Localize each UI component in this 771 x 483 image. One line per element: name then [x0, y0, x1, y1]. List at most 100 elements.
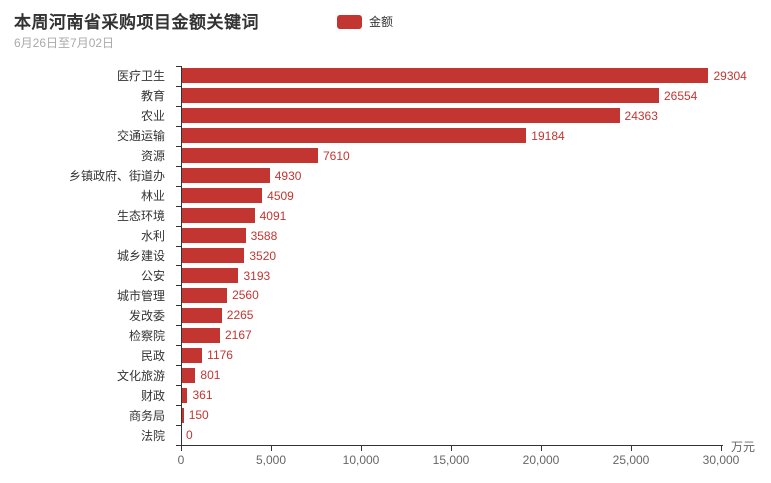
value-label: 4930 [274, 168, 302, 183]
bar-track: 0 [181, 425, 766, 445]
category-label: 水利 [140, 229, 165, 244]
bar-row: 水利 3588 [0, 226, 771, 246]
value-label: 0 [186, 428, 193, 443]
value-label: 1176 [207, 348, 233, 363]
category-label: 城市管理 [116, 288, 165, 303]
bar[interactable] [181, 268, 239, 283]
bar-track: 3588 [181, 226, 766, 246]
bar-row: 公安 3193 [0, 266, 771, 286]
bar-row: 生态环境 4091 [0, 206, 771, 226]
x-axis-tick [271, 446, 272, 451]
category-label: 城乡建设 [116, 249, 165, 264]
value-label: 801 [200, 368, 221, 383]
bar[interactable] [181, 307, 222, 323]
bar[interactable] [181, 248, 245, 264]
category-label: 商务局 [128, 408, 165, 423]
page-subtitle: 6月26日至7月02日 [14, 36, 115, 50]
value-label: 3588 [250, 228, 278, 243]
bar-row: 交通运输 19184 [0, 126, 771, 146]
bar[interactable] [181, 188, 263, 204]
bar-track: 4930 [181, 166, 766, 186]
bar-row: 检察院 2167 [0, 325, 771, 345]
category-label: 检察院 [128, 328, 165, 343]
category-label: 交通运输 [116, 129, 165, 144]
bar-row: 法院 0 [0, 425, 771, 445]
value-label: 19184 [531, 128, 565, 143]
x-axis-tick [721, 446, 722, 451]
x-tick-label: 10,000 [342, 453, 380, 467]
bar-track: 2560 [181, 285, 766, 305]
bar-track: 2265 [181, 305, 766, 325]
value-label: 2265 [226, 308, 254, 323]
value-label: 2167 [225, 328, 252, 343]
bar-row: 医疗卫生 29304 [0, 66, 771, 86]
bar-row: 文化旅游 801 [0, 365, 771, 385]
value-label: 2560 [232, 288, 259, 303]
x-tick-label: 15,000 [432, 453, 470, 467]
bar[interactable] [181, 128, 527, 144]
x-axis-line [181, 445, 723, 446]
value-label: 29304 [713, 68, 747, 83]
x-axis-tick [181, 446, 182, 451]
bar-track: 1176 [181, 345, 766, 365]
bar[interactable] [181, 168, 270, 184]
bar[interactable] [181, 407, 184, 423]
bar[interactable] [181, 287, 228, 303]
bar-track: 26554 [181, 86, 766, 106]
bar-row: 教育 26554 [0, 86, 771, 106]
x-axis-tick [631, 446, 632, 451]
category-label: 乡镇政府、街道办 [68, 169, 165, 184]
category-label: 法院 [140, 428, 165, 443]
bar[interactable] [181, 228, 246, 244]
x-tick-label: 25,000 [612, 453, 650, 467]
value-label: 3193 [243, 268, 271, 283]
x-tick-label: 30,000 [702, 453, 740, 467]
page-title: 本周河南省采购项目金额关键词 [14, 13, 259, 32]
category-label: 财政 [140, 388, 165, 403]
bar[interactable] [181, 148, 318, 164]
category-label: 农业 [140, 109, 165, 124]
category-label: 教育 [140, 89, 165, 104]
bar-track: 801 [181, 365, 766, 385]
x-tick-label: 0 [177, 453, 185, 467]
bar-row: 财政 361 [0, 385, 771, 405]
x-tick-label: 5,000 [255, 453, 287, 467]
bar-track: 29304 [181, 66, 766, 86]
bar[interactable] [181, 387, 188, 403]
x-axis-tick [361, 446, 362, 451]
bar-track: 7610 [181, 146, 766, 166]
plot-area: 医疗卫生 29304 教育 26554 农业 24363 交通运输 19184 资源 7610 乡镇… [0, 66, 771, 445]
value-label: 4509 [267, 188, 294, 203]
bar-track: 19184 [181, 126, 766, 146]
bar-track: 3193 [181, 266, 766, 286]
category-label: 林业 [140, 189, 165, 204]
legend-swatch[interactable] [337, 14, 362, 29]
value-label: 150 [188, 408, 209, 423]
bar-track: 24363 [181, 106, 766, 126]
bar[interactable] [181, 108, 620, 124]
bar-row: 城乡建设 3520 [0, 246, 771, 266]
x-axis-tick [541, 446, 542, 451]
legend-item-amount[interactable]: 金额 [337, 13, 393, 30]
value-label: 361 [192, 388, 213, 403]
bar-track: 4091 [181, 206, 766, 226]
bar[interactable] [181, 347, 203, 363]
legend-label: 金额 [369, 15, 394, 29]
y-axis-tick [176, 445, 181, 446]
category-label: 资源 [140, 149, 165, 164]
bar[interactable] [181, 367, 196, 383]
bar[interactable] [181, 68, 709, 84]
category-label: 民政 [140, 348, 165, 363]
bar[interactable] [181, 88, 659, 104]
value-label: 7610 [322, 148, 350, 163]
bar-row: 乡镇政府、街道办 4930 [0, 166, 771, 186]
category-label: 生态环境 [116, 209, 165, 224]
bar-row: 商务局 150 [0, 405, 771, 425]
x-tick-label: 20,000 [522, 453, 560, 467]
value-label: 3520 [249, 248, 277, 263]
bar[interactable] [181, 208, 255, 224]
x-axis-tick [451, 446, 452, 451]
bar[interactable] [181, 327, 220, 343]
value-label: 4091 [259, 208, 287, 223]
